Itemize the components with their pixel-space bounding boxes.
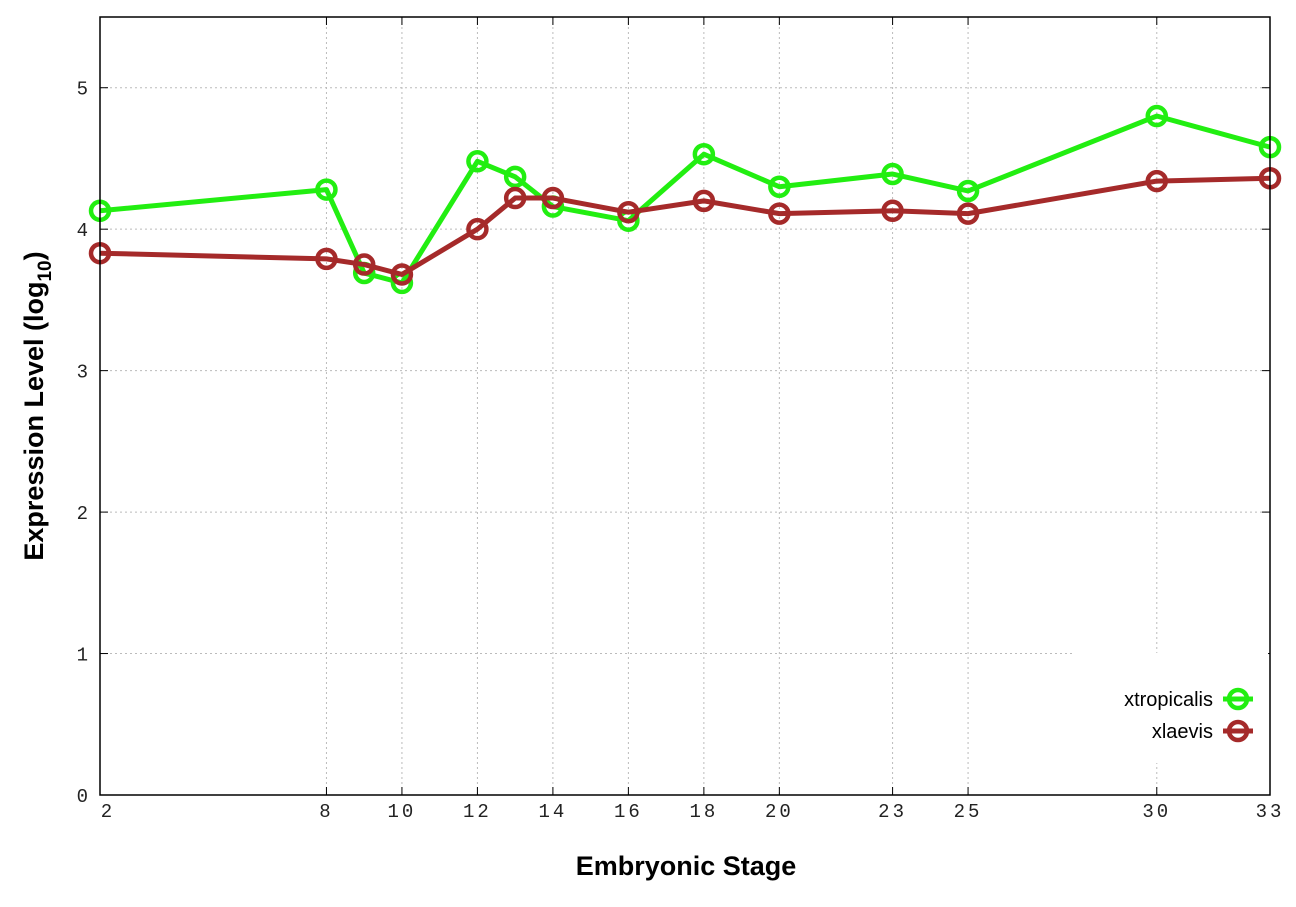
- x-tick-label: 12: [463, 801, 492, 823]
- data-point: [390, 263, 414, 286]
- x-tick-label: 16: [614, 801, 643, 823]
- data-point: [617, 200, 640, 224]
- series-xtropicalis: [88, 104, 1282, 295]
- data-point: [315, 247, 338, 271]
- x-tick-label: 14: [538, 801, 567, 823]
- x-tick-label: 18: [689, 801, 718, 823]
- data-point: [692, 142, 716, 166]
- legend-marker: [1226, 719, 1250, 743]
- y-axis-label: Expression Level (log10): [19, 251, 56, 560]
- data-point: [1145, 104, 1169, 128]
- data-point: [692, 189, 716, 213]
- data-point: [881, 199, 904, 223]
- data-point: [315, 178, 338, 201]
- x-axis-label: Embryonic Stage: [576, 851, 797, 881]
- y-tick-label: 5: [77, 79, 88, 101]
- data-point: [881, 162, 904, 186]
- y-tick-label: 0: [77, 786, 88, 808]
- series-line: [99, 113, 1271, 286]
- y-tick-label: 2: [77, 503, 88, 525]
- legend-label: xtropicalis: [1124, 689, 1213, 711]
- x-tick-label: 2: [101, 801, 115, 823]
- plot-frame: [99, 16, 1271, 796]
- data-point: [503, 165, 527, 189]
- data-point: [352, 253, 376, 276]
- data-point: [1145, 169, 1169, 193]
- data-point: [768, 175, 791, 198]
- data-point: [956, 179, 980, 203]
- y-tick-label: 1: [77, 645, 88, 667]
- x-tick-label: 8: [319, 801, 333, 823]
- data-point: [466, 150, 489, 173]
- x-tick-label: 30: [1142, 801, 1171, 823]
- data-point: [768, 202, 791, 225]
- y-axis-label-subscript: 10: [35, 260, 56, 281]
- legend-label: xlaevis: [1152, 721, 1213, 743]
- data-point: [466, 217, 489, 241]
- data-point: [541, 186, 565, 210]
- series-line: [99, 175, 1271, 277]
- legend-marker: [1226, 687, 1250, 711]
- x-tick-label: 23: [878, 801, 907, 823]
- y-tick-label: 3: [77, 362, 88, 384]
- x-tick-label: 25: [954, 801, 983, 823]
- x-tick-label: 10: [388, 801, 417, 823]
- y-tick-label: 4: [77, 220, 88, 242]
- data-point: [956, 202, 980, 225]
- x-tick-label: 33: [1256, 801, 1285, 823]
- data-point: [503, 186, 527, 210]
- series-layer: [88, 104, 1282, 295]
- series-xlaevis: [88, 167, 1282, 286]
- x-tick-label: 20: [765, 801, 794, 823]
- legend: xtropicalis xlaevis: [1124, 687, 1253, 743]
